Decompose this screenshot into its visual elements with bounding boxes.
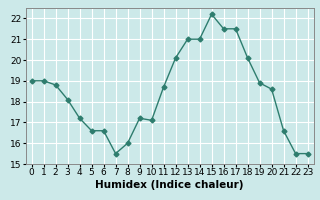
X-axis label: Humidex (Indice chaleur): Humidex (Indice chaleur) (95, 180, 244, 190)
